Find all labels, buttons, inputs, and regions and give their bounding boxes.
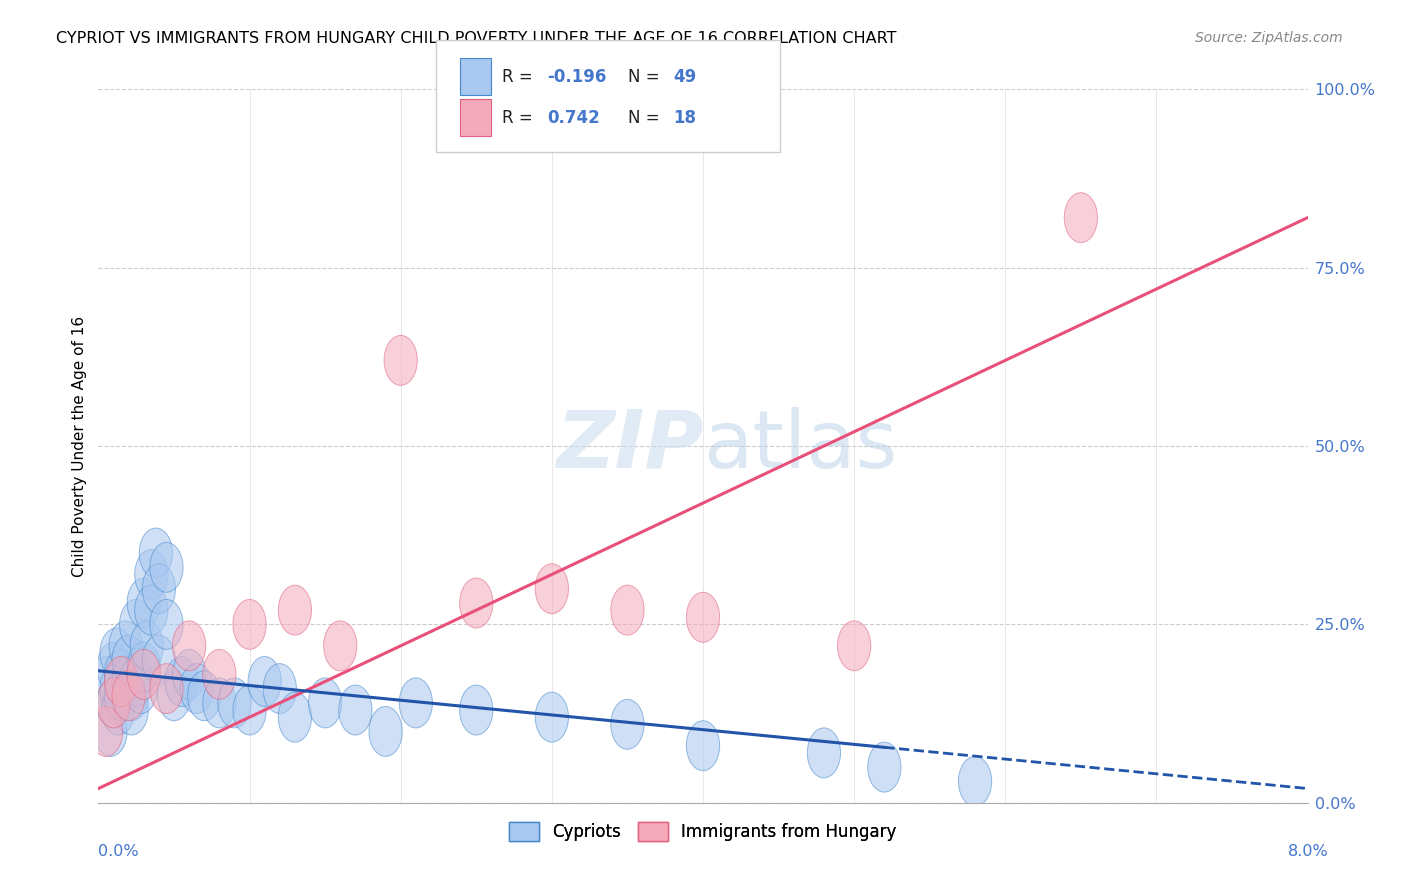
Ellipse shape: [100, 628, 134, 678]
Y-axis label: Child Poverty Under the Age of 16: Child Poverty Under the Age of 16: [72, 316, 87, 576]
Text: Source: ZipAtlas.com: Source: ZipAtlas.com: [1195, 31, 1343, 45]
Text: R =: R =: [502, 109, 543, 127]
Ellipse shape: [112, 635, 145, 685]
Ellipse shape: [278, 585, 312, 635]
Ellipse shape: [150, 664, 183, 714]
Ellipse shape: [610, 585, 644, 635]
Text: ZIP: ZIP: [555, 407, 703, 485]
Ellipse shape: [131, 621, 163, 671]
Ellipse shape: [384, 335, 418, 385]
Ellipse shape: [157, 671, 191, 721]
Ellipse shape: [536, 564, 568, 614]
Ellipse shape: [135, 549, 167, 599]
Text: 0.0%: 0.0%: [98, 845, 139, 859]
Ellipse shape: [323, 621, 357, 671]
Ellipse shape: [142, 564, 176, 614]
Ellipse shape: [868, 742, 901, 792]
Ellipse shape: [173, 621, 205, 671]
Ellipse shape: [686, 592, 720, 642]
Ellipse shape: [278, 692, 312, 742]
Ellipse shape: [142, 635, 176, 685]
Ellipse shape: [115, 671, 148, 721]
Ellipse shape: [90, 706, 122, 756]
Ellipse shape: [1064, 193, 1098, 243]
Text: -0.196: -0.196: [547, 68, 606, 86]
Ellipse shape: [247, 657, 281, 706]
Ellipse shape: [94, 706, 127, 756]
Ellipse shape: [100, 664, 134, 714]
Ellipse shape: [124, 664, 157, 714]
Ellipse shape: [150, 542, 183, 592]
Ellipse shape: [165, 657, 198, 706]
Ellipse shape: [233, 599, 266, 649]
Ellipse shape: [120, 599, 153, 649]
Ellipse shape: [339, 685, 373, 735]
Ellipse shape: [838, 621, 870, 671]
Ellipse shape: [104, 671, 138, 721]
Ellipse shape: [686, 721, 720, 771]
Ellipse shape: [150, 599, 183, 649]
Text: N =: N =: [628, 68, 665, 86]
Ellipse shape: [97, 678, 131, 728]
Ellipse shape: [101, 685, 135, 735]
Ellipse shape: [127, 642, 160, 692]
Text: CYPRIOT VS IMMIGRANTS FROM HUNGARY CHILD POVERTY UNDER THE AGE OF 16 CORRELATION: CYPRIOT VS IMMIGRANTS FROM HUNGARY CHILD…: [56, 31, 897, 46]
Ellipse shape: [112, 671, 145, 721]
Ellipse shape: [127, 578, 160, 628]
Ellipse shape: [536, 692, 568, 742]
Ellipse shape: [104, 657, 138, 706]
Ellipse shape: [218, 678, 252, 728]
Text: 18: 18: [673, 109, 696, 127]
Text: 8.0%: 8.0%: [1288, 845, 1329, 859]
Ellipse shape: [110, 621, 142, 671]
Ellipse shape: [90, 657, 122, 706]
Ellipse shape: [399, 678, 433, 728]
Text: atlas: atlas: [703, 407, 897, 485]
Text: R =: R =: [502, 68, 538, 86]
Ellipse shape: [115, 685, 148, 735]
Ellipse shape: [120, 657, 153, 706]
Ellipse shape: [139, 528, 173, 578]
Ellipse shape: [202, 649, 236, 699]
Ellipse shape: [173, 649, 205, 699]
Ellipse shape: [180, 664, 214, 714]
Ellipse shape: [308, 678, 342, 728]
Ellipse shape: [112, 657, 145, 706]
Text: 0.742: 0.742: [547, 109, 600, 127]
Ellipse shape: [135, 585, 167, 635]
Ellipse shape: [460, 578, 494, 628]
Ellipse shape: [127, 649, 160, 699]
Ellipse shape: [233, 685, 266, 735]
Ellipse shape: [460, 685, 494, 735]
Ellipse shape: [97, 642, 131, 692]
Ellipse shape: [959, 756, 991, 806]
Ellipse shape: [97, 678, 131, 728]
Text: N =: N =: [628, 109, 665, 127]
Ellipse shape: [263, 664, 297, 714]
Legend: Cypriots, Immigrants from Hungary: Cypriots, Immigrants from Hungary: [502, 815, 904, 848]
Ellipse shape: [187, 671, 221, 721]
Ellipse shape: [202, 678, 236, 728]
Text: 49: 49: [673, 68, 697, 86]
Ellipse shape: [807, 728, 841, 778]
Ellipse shape: [610, 699, 644, 749]
Ellipse shape: [104, 649, 138, 699]
Ellipse shape: [368, 706, 402, 756]
